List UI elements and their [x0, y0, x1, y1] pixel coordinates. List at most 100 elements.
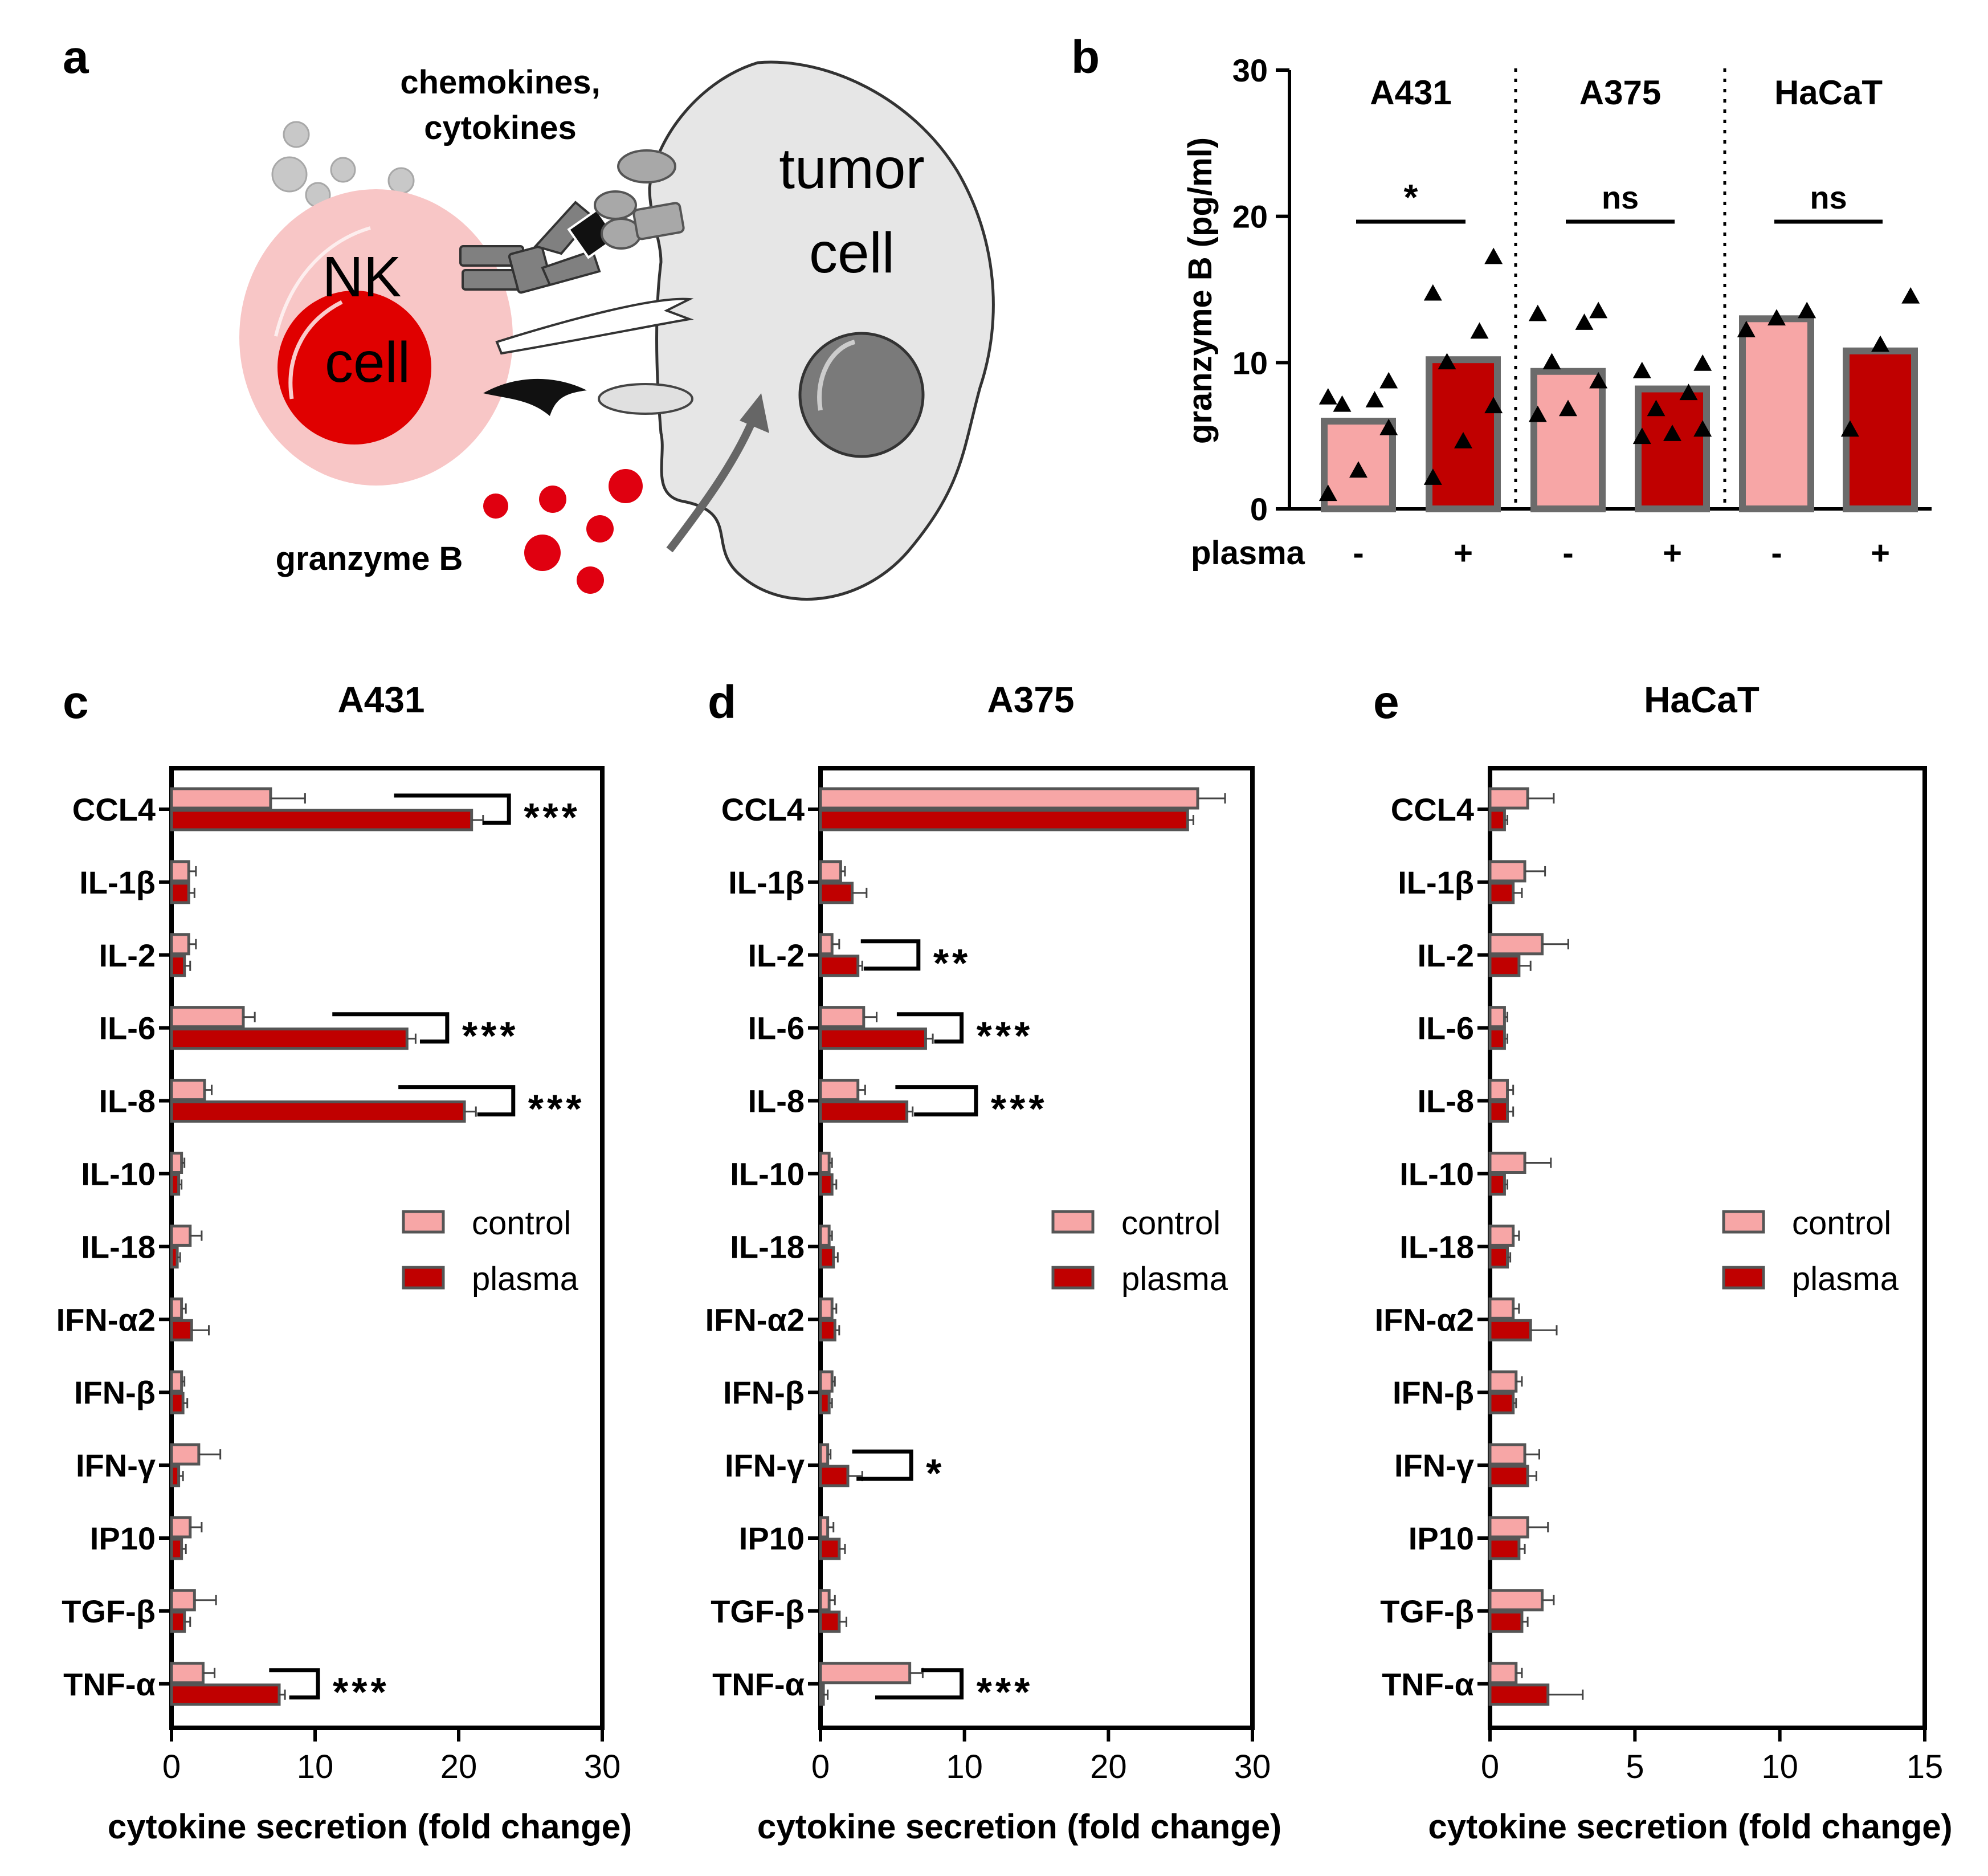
cytokine-dots-icon — [271, 121, 415, 208]
legend-swatch — [402, 1210, 445, 1234]
category-label: IL-8 — [1417, 1083, 1474, 1119]
bar — [170, 1079, 206, 1102]
signif-label: * — [926, 1451, 945, 1495]
bar — [819, 787, 1199, 810]
bar — [1488, 955, 1521, 977]
chart-title: A375 — [987, 679, 1075, 720]
granzyme-label: granzyme B — [276, 540, 463, 577]
bar — [170, 1224, 192, 1247]
bar — [170, 933, 190, 956]
bar — [1488, 1027, 1506, 1050]
signif-label: *** — [528, 1087, 585, 1131]
category-label: IL-10 — [1399, 1156, 1474, 1192]
bar — [170, 1370, 183, 1393]
signif-label: *** — [462, 1014, 519, 1058]
plasma-sign: - — [1562, 535, 1573, 572]
data-point — [1333, 395, 1352, 412]
x-axis-label: cytokine secretion (fold change) — [757, 1808, 1281, 1846]
bar — [170, 955, 186, 977]
bar — [170, 809, 473, 831]
legend-label: plasma — [1121, 1261, 1228, 1298]
x-axis-label: cytokine secretion (fold change) — [1428, 1808, 1952, 1846]
bar — [819, 1079, 860, 1102]
category-label: IL-6 — [748, 1010, 805, 1046]
bar — [1488, 1610, 1524, 1633]
bar — [819, 809, 1189, 831]
bar — [1488, 1224, 1515, 1247]
bar — [1488, 809, 1506, 831]
category-label: IL-1β — [728, 864, 805, 900]
bar — [1530, 368, 1606, 512]
data-point — [1679, 384, 1698, 401]
category-label: IL-2 — [1417, 937, 1474, 973]
plasma-sign: - — [1353, 535, 1364, 572]
signif-bracket — [398, 1085, 516, 1117]
data-point — [1589, 372, 1608, 389]
bar — [170, 1589, 196, 1612]
category-label: CCL4 — [721, 792, 805, 827]
bar — [819, 860, 842, 883]
category-label: IL-10 — [730, 1156, 805, 1192]
signif-bracket — [896, 1012, 964, 1044]
data-point — [1423, 284, 1442, 301]
x-tick-label: 10 — [946, 1748, 983, 1785]
bar — [170, 1246, 179, 1269]
x-tick-label: 0 — [811, 1748, 830, 1785]
data-point — [1318, 484, 1337, 501]
bar — [1488, 1100, 1509, 1123]
legend-label: plasma — [472, 1261, 579, 1298]
data-point — [1737, 320, 1756, 337]
legend-swatch — [1722, 1210, 1765, 1234]
y-tick-label: 20 — [1232, 199, 1268, 235]
signif-bracket — [852, 1449, 913, 1481]
data-point — [1559, 399, 1577, 417]
tumor-label-1: tumor — [779, 137, 925, 201]
data-point — [1379, 372, 1398, 389]
bar — [819, 1297, 834, 1320]
signif-label: *** — [977, 1014, 1034, 1058]
signif-label: *** — [991, 1087, 1048, 1131]
plasma-sign: + — [1663, 535, 1682, 572]
category-label: IFN-β — [1393, 1375, 1474, 1410]
bar — [170, 787, 272, 810]
bar — [170, 1173, 181, 1196]
y-tick-label: 30 — [1232, 52, 1268, 88]
category-label: IL-6 — [1417, 1010, 1474, 1046]
nk-cell-icon — [239, 189, 513, 486]
signif-bracket — [860, 939, 921, 971]
signif-bracket — [875, 1668, 964, 1700]
group-title: A431 — [1370, 74, 1451, 112]
x-tick-label: 20 — [440, 1748, 477, 1785]
panel-c-chart: c A431 0 10 20 30 cytokine secretion (fold cha… — [56, 676, 632, 1846]
data-point — [1575, 313, 1594, 330]
signif-label: * — [1404, 177, 1418, 218]
panel-letter-b: b — [1071, 31, 1100, 83]
chemokines-label-1: chemokines, — [400, 64, 600, 101]
plasma-sign: - — [1771, 535, 1782, 572]
plot-frame — [169, 766, 605, 1730]
category-label: TNF-α — [63, 1666, 156, 1702]
bar — [1488, 860, 1526, 883]
data-point — [1840, 420, 1859, 437]
bar — [170, 1319, 193, 1341]
category-label: IP10 — [739, 1520, 805, 1556]
bar — [1488, 1152, 1526, 1174]
data-point — [1438, 353, 1456, 370]
signif-label: ns — [1810, 180, 1847, 215]
bar — [170, 882, 190, 904]
category-label: IL-1β — [1398, 864, 1474, 900]
signif-label: *** — [977, 1670, 1034, 1714]
data-point — [1349, 461, 1367, 478]
bar — [170, 860, 190, 883]
signif-label: ** — [933, 941, 971, 985]
panel-letter: c — [63, 676, 89, 728]
category-label: IFN-α2 — [1375, 1302, 1474, 1337]
bar — [819, 1443, 830, 1466]
x-tick-label: 0 — [1481, 1748, 1499, 1785]
bar — [819, 1516, 830, 1539]
ligand-icon — [483, 149, 694, 416]
bar — [819, 933, 834, 956]
x-tick-label: 20 — [1090, 1748, 1127, 1785]
category-label: IP10 — [90, 1520, 156, 1556]
x-tick-label: 0 — [162, 1748, 181, 1785]
